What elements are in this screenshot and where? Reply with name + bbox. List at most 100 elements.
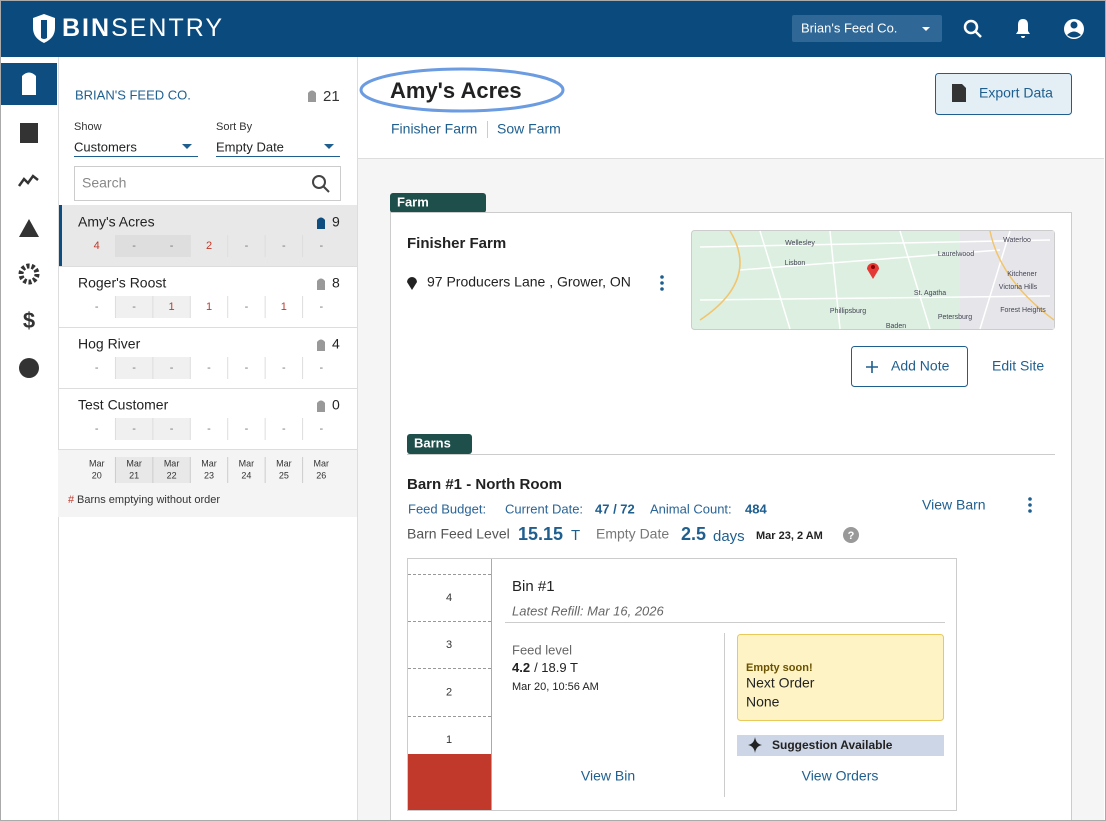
logo: BINSENTRY (62, 14, 224, 42)
menu-dot[interactable] (1028, 497, 1032, 501)
account-dropdown[interactable]: Brian's Feed Co. (792, 15, 942, 42)
suggestion-label[interactable]: Suggestion Available (772, 738, 893, 752)
gauge-label: 3 (446, 639, 452, 651)
feed-value: 4.2 (512, 660, 530, 675)
menu-dot[interactable] (660, 275, 664, 279)
map-label: Victoria Hills (999, 284, 1038, 291)
search-box[interactable] (74, 166, 341, 201)
export-icon[interactable] (952, 84, 966, 102)
bin-count-icon (317, 278, 325, 290)
rail-settings-icon[interactable] (18, 263, 40, 285)
notification-button[interactable] (1016, 19, 1030, 38)
map-highways[interactable] (699, 230, 1055, 321)
day-cell-shade (152, 357, 191, 379)
date-day: 23 (204, 470, 214, 480)
customer-name[interactable]: Test Customer (78, 397, 169, 413)
current-date: 47 / 72 (595, 501, 635, 516)
date-month: Mar (239, 458, 255, 468)
day-cell-shade (115, 357, 153, 379)
account-name[interactable]: Brian's Feed Co. (801, 20, 897, 35)
day-count: - (132, 362, 136, 374)
user-button[interactable] (1064, 19, 1084, 39)
search-icon[interactable] (974, 30, 982, 38)
tab[interactable]: Finisher Farm (391, 121, 477, 137)
add-note-button[interactable]: Add Note (851, 346, 968, 387)
rail-analytics-icon[interactable] (17, 174, 39, 187)
rail-help-icon[interactable] (19, 358, 39, 378)
day-cell-shade (152, 296, 191, 318)
day-count: - (282, 362, 286, 374)
view-orders-link[interactable]: View Orders (802, 768, 879, 784)
date-month: Mar (314, 458, 330, 468)
company-name: BRIAN'S FEED CO. (75, 87, 191, 102)
customer-name[interactable]: Amy's Acres (78, 214, 155, 230)
add-note-label[interactable]: Add Note (891, 358, 950, 374)
barn-title: Barn #1 - North Room (407, 476, 562, 493)
caret[interactable] (922, 27, 930, 31)
plus-icon[interactable] (866, 361, 878, 373)
day-count: 4 (94, 240, 100, 252)
date-day: 22 (167, 470, 177, 480)
customer-name[interactable]: Hog River (78, 336, 141, 352)
suggestion-bar[interactable] (737, 735, 944, 756)
map-roads[interactable] (699, 230, 1051, 330)
bin-count-icon (317, 339, 325, 351)
menu-dot[interactable] (1028, 503, 1032, 507)
sort-label: Sort By (216, 121, 253, 133)
map-labels: Wellesley Waterloo Lisbon Laurelwood Kitchen… (785, 237, 1047, 330)
menu-dot[interactable] (1028, 509, 1032, 513)
map-pin-dot[interactable] (871, 265, 875, 269)
export-button[interactable]: Export Data (935, 73, 1072, 115)
sort-select[interactable]: Empty Date (216, 139, 284, 154)
help-icon[interactable] (843, 527, 859, 543)
sparkle-icon[interactable] (748, 737, 762, 753)
tab[interactable]: Sow Farm (497, 121, 561, 137)
farm-name: Finisher Farm (407, 235, 506, 252)
day-count: - (282, 423, 286, 435)
map-label: St. Agatha (914, 290, 946, 297)
menu-dot[interactable] (660, 281, 664, 285)
add-note-box[interactable] (851, 346, 968, 387)
day-count: - (245, 240, 249, 252)
show-select[interactable]: Customers (74, 139, 137, 154)
user-icon[interactable] (1067, 31, 1081, 38)
export-button-box[interactable] (935, 73, 1072, 115)
bin-fill (408, 754, 491, 810)
view-barn-link[interactable]: View Barn (922, 497, 986, 513)
caret[interactable] (182, 144, 192, 149)
map-label: Waterloo (1003, 237, 1031, 244)
view-bin-link[interactable]: View Bin (581, 768, 635, 784)
export-label[interactable]: Export Data (979, 85, 1053, 101)
dropdown-box[interactable] (792, 15, 942, 42)
page-title: Amy's Acres (390, 78, 522, 103)
edit-site-link[interactable]: Edit Site (992, 358, 1044, 374)
search-placeholder[interactable]: Search (82, 175, 126, 191)
user-icon[interactable] (1070, 21, 1078, 29)
help-icon-glyph[interactable]: ? (848, 530, 855, 542)
barn-menu[interactable] (1028, 497, 1032, 513)
feed-level: 15.15 (518, 524, 563, 544)
search-icon[interactable] (963, 19, 979, 35)
search-icon[interactable] (312, 175, 326, 189)
day-count: - (170, 423, 174, 435)
map-urban[interactable] (960, 231, 1054, 329)
day-count: - (132, 301, 136, 313)
rail-alerts-icon[interactable] (19, 219, 39, 237)
logo-rest: SENTRY (111, 14, 224, 42)
menu-dot[interactable] (660, 287, 664, 291)
map-pin[interactable] (867, 263, 879, 279)
farm-menu[interactable] (660, 275, 664, 291)
customer-name[interactable]: Roger's Roost (78, 275, 166, 291)
map[interactable]: Wellesley Waterloo Lisbon Laurelwood Kitchen… (691, 230, 1055, 330)
search-button[interactable] (963, 19, 982, 38)
rail-orders-icon[interactable] (20, 123, 38, 143)
rail-bins-icon[interactable] (22, 72, 36, 96)
day-count: - (282, 240, 286, 252)
animal-count-label: Animal Count: (650, 501, 732, 516)
caret[interactable] (324, 144, 334, 149)
location-icon (407, 277, 417, 290)
day-count: - (245, 301, 249, 313)
rail-billing-icon[interactable]: $ (23, 308, 35, 333)
date-day: 20 (92, 470, 102, 480)
search-icon[interactable] (322, 185, 330, 193)
